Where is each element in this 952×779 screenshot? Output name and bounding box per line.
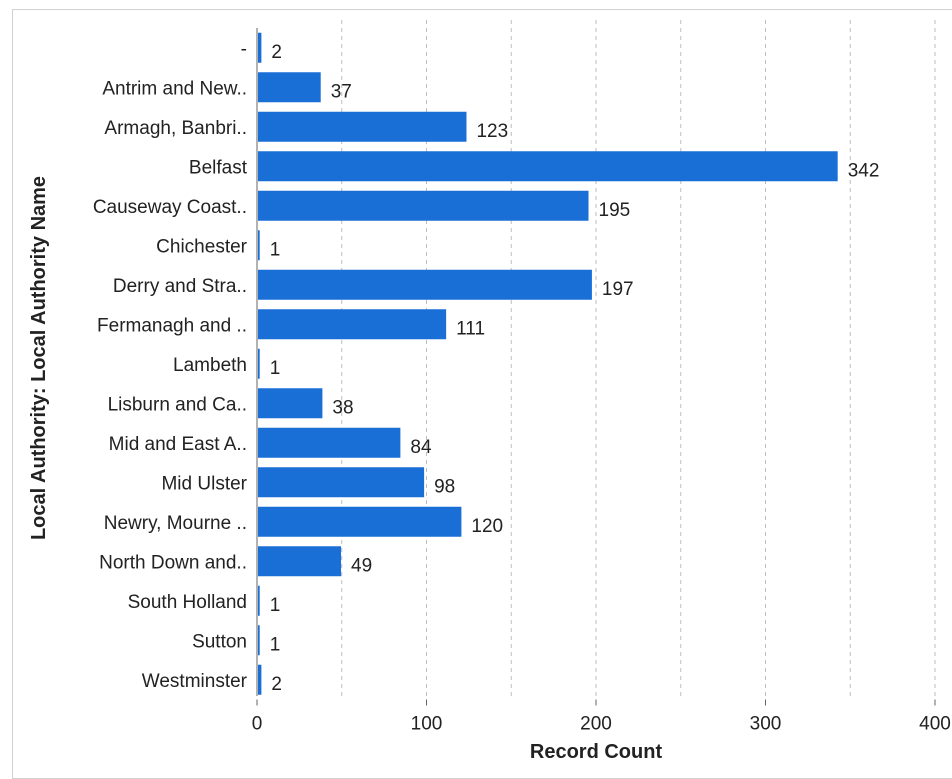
category-label: Belfast (189, 157, 248, 178)
x-axis-title: Record Count (530, 741, 663, 763)
value-label: 1 (270, 595, 281, 616)
category-label: Derry and Stra.. (113, 276, 247, 297)
bar (258, 348, 260, 379)
x-tick-label: 300 (750, 714, 782, 735)
bar (258, 230, 260, 261)
y-axis-title: Local Authority: Local Authority Name (28, 176, 50, 540)
value-label: 1 (270, 239, 281, 260)
x-tick-label: 100 (411, 714, 443, 735)
bar (258, 585, 260, 616)
bar (258, 506, 462, 537)
value-label: 49 (351, 555, 372, 576)
value-label: 2 (271, 42, 282, 63)
value-label: 1 (270, 358, 281, 379)
category-label: - (241, 39, 247, 60)
value-label: 123 (476, 121, 508, 142)
category-label: North Down and.. (99, 552, 247, 573)
category-label: Armagh, Banbri.. (104, 118, 247, 139)
bar (258, 388, 323, 419)
category-label: Lisburn and Ca.. (108, 394, 247, 415)
value-label: 120 (471, 516, 503, 537)
bars (258, 32, 838, 695)
bar (258, 467, 425, 498)
category-label: Causeway Coast.. (93, 197, 247, 218)
value-label: 195 (599, 200, 631, 221)
value-label: 84 (410, 437, 432, 458)
bar (258, 309, 447, 340)
value-label: 1 (270, 634, 281, 655)
category-label: Westminster (142, 671, 248, 692)
category-label: Lambeth (173, 355, 247, 376)
bar (258, 72, 321, 103)
category-label: South Holland (128, 592, 247, 613)
value-label: 37 (331, 81, 352, 102)
x-tick-label: 400 (919, 714, 951, 735)
value-label: 342 (848, 160, 880, 181)
bar (258, 546, 342, 577)
category-label: Mid Ulster (161, 473, 247, 494)
value-label: 197 (602, 279, 634, 300)
bar (258, 269, 592, 300)
category-label: Sutton (192, 631, 247, 652)
category-label: Newry, Mourne .. (104, 513, 247, 534)
value-label: 111 (456, 318, 485, 339)
bar (258, 427, 401, 458)
value-label: 98 (434, 476, 455, 497)
bar (258, 151, 838, 182)
category-labels: - Antrim and New.. Armagh, Banbri.. Belfast… (93, 39, 248, 692)
x-tick-label: 200 (580, 714, 612, 735)
value-label: 2 (271, 674, 282, 695)
x-tick-label: 0 (252, 714, 263, 735)
x-tick-labels: 0 100 200 300 400 (252, 699, 951, 735)
category-label: Chichester (156, 236, 247, 257)
category-label: Fermanagh and .. (97, 315, 247, 336)
bar (258, 190, 589, 221)
bar (258, 625, 260, 656)
value-label: 38 (332, 397, 353, 418)
bar (258, 111, 467, 142)
category-label: Mid and East A.. (109, 434, 247, 455)
category-label: Antrim and New.. (102, 78, 247, 99)
bar (258, 664, 262, 695)
bar (258, 32, 262, 63)
